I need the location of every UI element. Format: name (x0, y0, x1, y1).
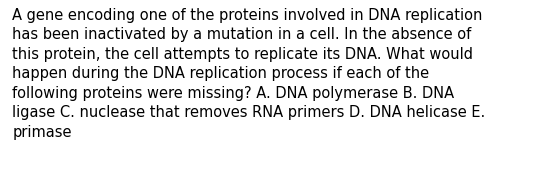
Text: A gene encoding one of the proteins involved in DNA replication
has been inactiv: A gene encoding one of the proteins invo… (12, 8, 485, 140)
